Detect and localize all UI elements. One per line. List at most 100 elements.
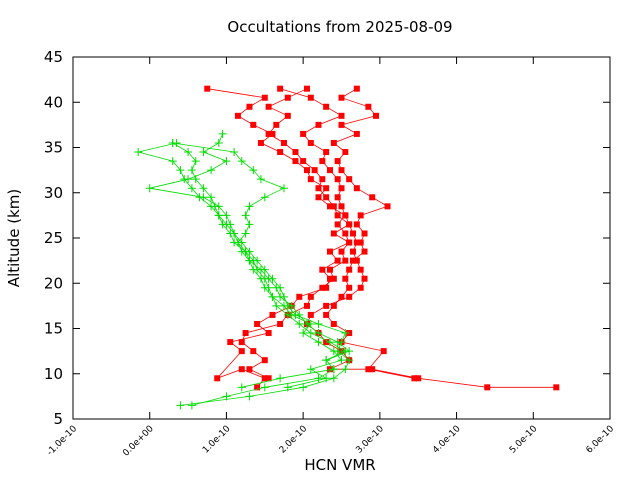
data-point	[334, 257, 341, 264]
x-tick-label: 2.0e-10	[278, 424, 310, 456]
data-point	[353, 85, 360, 92]
data-point	[334, 158, 341, 165]
data-point	[238, 348, 245, 355]
data-point	[238, 366, 245, 373]
data-point	[342, 230, 349, 237]
data-point	[319, 266, 326, 273]
data-point	[323, 103, 330, 110]
data-point	[315, 121, 322, 128]
data-point	[261, 94, 268, 101]
data-point	[187, 401, 196, 410]
data-point	[323, 284, 330, 291]
x-tick-label: 3.0e-10	[354, 424, 386, 456]
data-point	[237, 157, 246, 166]
data-point	[187, 184, 196, 193]
x-tick-label: -1.0e-10	[45, 424, 79, 458]
data-point	[292, 158, 299, 165]
data-point	[411, 375, 418, 382]
data-point	[325, 338, 334, 347]
data-point	[261, 357, 268, 364]
data-point	[341, 365, 350, 374]
data-point	[296, 293, 303, 300]
data-point	[334, 221, 341, 228]
data-point	[553, 384, 560, 391]
data-point	[184, 175, 193, 184]
data-point	[353, 185, 360, 192]
data-point	[319, 158, 326, 165]
data-point	[338, 185, 345, 192]
data-point	[345, 356, 354, 365]
data-point	[330, 302, 337, 309]
y-tick-label: 5	[53, 410, 63, 428]
data-point	[346, 176, 353, 183]
series-line	[138, 142, 350, 406]
data-point	[323, 194, 330, 201]
data-point	[341, 347, 350, 356]
data-point	[299, 329, 308, 338]
data-point	[357, 266, 364, 273]
series-line	[207, 88, 350, 388]
data-point	[273, 121, 280, 128]
data-point	[326, 275, 333, 282]
data-point	[346, 221, 353, 228]
data-point	[277, 85, 284, 92]
data-point	[222, 157, 231, 166]
data-point	[326, 266, 333, 273]
data-point	[329, 374, 338, 383]
y-tick-label: 35	[44, 139, 63, 157]
data-point	[338, 112, 345, 119]
data-point	[338, 121, 345, 128]
data-point	[246, 103, 253, 110]
data-point	[322, 374, 331, 383]
plot-frame	[72, 56, 611, 420]
data-point	[261, 375, 268, 382]
series-line	[325, 88, 415, 379]
data-point	[187, 166, 196, 175]
data-point	[260, 283, 269, 292]
data-point	[214, 138, 223, 147]
data-point	[323, 302, 330, 309]
x-tick-label: 1.0e-10	[201, 424, 233, 456]
data-point	[338, 203, 345, 210]
data-point	[380, 348, 387, 355]
data-point	[303, 85, 310, 92]
data-point	[315, 194, 322, 201]
data-point	[222, 392, 231, 401]
data-point	[353, 221, 360, 228]
data-point	[326, 167, 333, 174]
data-point	[280, 139, 287, 146]
data-point	[300, 158, 307, 165]
data-point	[284, 112, 291, 119]
data-point	[238, 339, 245, 346]
data-point	[334, 176, 341, 183]
y-tick-label: 30	[44, 184, 63, 202]
data-point	[361, 275, 368, 282]
data-point	[134, 148, 143, 157]
data-point	[245, 256, 254, 265]
data-point	[338, 167, 345, 174]
data-point	[191, 157, 200, 166]
data-point	[306, 365, 315, 374]
data-point	[176, 401, 185, 410]
data-point	[295, 310, 304, 319]
data-point	[330, 139, 337, 146]
x-tick-label: 4.0e-10	[431, 424, 463, 456]
series-line	[172, 142, 350, 406]
data-point	[218, 129, 227, 138]
data-point	[303, 302, 310, 309]
y-tick-label: 25	[44, 229, 63, 247]
data-point	[346, 293, 353, 300]
data-point	[250, 348, 257, 355]
data-point	[333, 338, 342, 347]
data-point	[283, 383, 292, 392]
data-point	[277, 149, 284, 156]
data-point	[342, 275, 349, 282]
data-point	[303, 167, 310, 174]
series-layer	[134, 85, 560, 410]
data-point	[350, 230, 357, 237]
data-point	[265, 375, 272, 382]
data-point	[346, 284, 353, 291]
data-point	[384, 203, 391, 210]
chart-title: Occultations from 2025-08-09	[227, 18, 452, 36]
data-point	[269, 311, 276, 318]
